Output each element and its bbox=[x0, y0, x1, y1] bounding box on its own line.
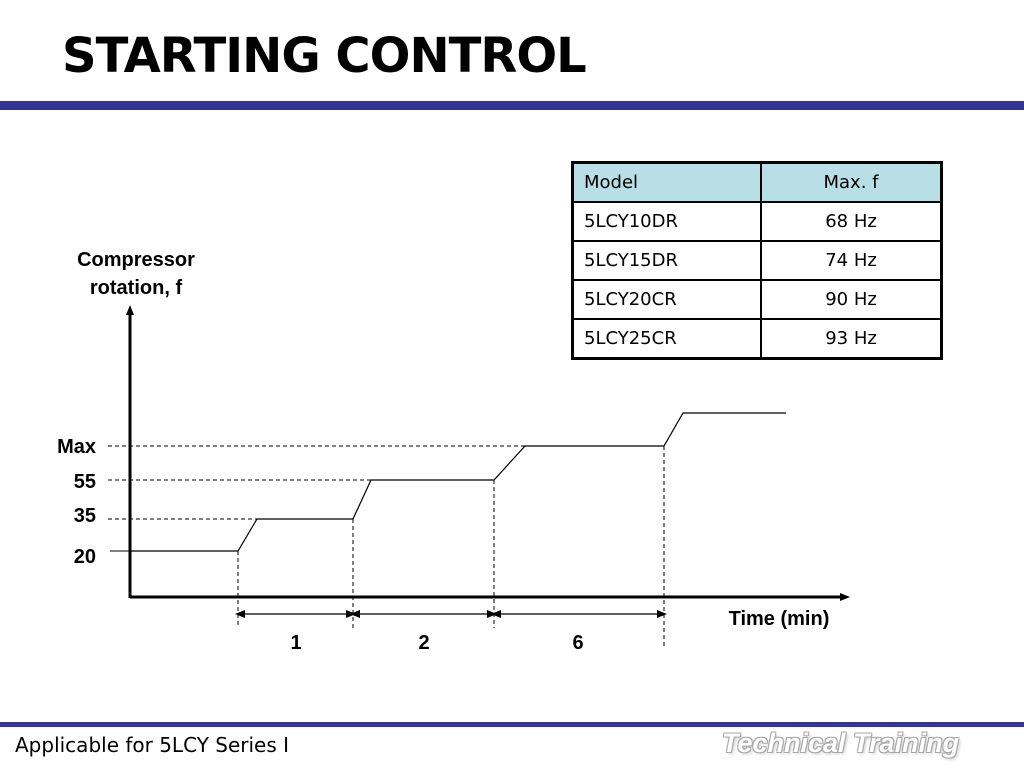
y-axis-label-line2: rotation, f bbox=[90, 277, 183, 299]
x-axis-label: Time (min) bbox=[729, 608, 830, 630]
max-f-cell: 74 Hz bbox=[760, 240, 943, 281]
model-cell: 5LCY10DR bbox=[571, 201, 762, 242]
level-label-55: 55 bbox=[74, 471, 96, 493]
table-row: 5LCY25CR 93 Hz bbox=[571, 318, 943, 360]
interval-label-3: 6 bbox=[572, 632, 583, 654]
y-axis-label-line1: Compressor bbox=[77, 249, 195, 271]
table-header-row: Model Max. f bbox=[571, 161, 943, 203]
model-cell: 5LCY20CR bbox=[571, 279, 762, 320]
interval-label-1: 1 bbox=[290, 632, 301, 654]
table-row: 5LCY10DR 68 Hz bbox=[571, 201, 943, 242]
footer-brand-logo: Technical Training bbox=[722, 728, 960, 758]
page-title: STARTING CONTROL bbox=[62, 28, 587, 84]
level-label-max: Max bbox=[57, 436, 96, 458]
footer-divider bbox=[0, 722, 1024, 727]
max-f-cell: 90 Hz bbox=[760, 279, 943, 320]
level-label-35: 35 bbox=[74, 505, 96, 527]
title-divider bbox=[0, 101, 1024, 110]
max-f-cell: 93 Hz bbox=[760, 318, 943, 360]
footer-applicability-note: Applicable for 5LCY Series I bbox=[15, 733, 290, 757]
table-row: 5LCY20CR 90 Hz bbox=[571, 279, 943, 320]
header-max-f: Max. f bbox=[760, 161, 943, 203]
header-model: Model bbox=[571, 161, 762, 203]
model-max-frequency-table: Model Max. f 5LCY10DR 68 Hz 5LCY15DR 74 … bbox=[571, 161, 943, 360]
interval-label-2: 2 bbox=[418, 632, 429, 654]
max-f-cell: 68 Hz bbox=[760, 201, 943, 242]
frequency-profile-line bbox=[130, 412, 786, 552]
model-cell: 5LCY25CR bbox=[571, 318, 762, 360]
model-cell: 5LCY15DR bbox=[571, 240, 762, 281]
level-label-20: 20 bbox=[74, 546, 96, 568]
table-row: 5LCY15DR 74 Hz bbox=[571, 240, 943, 281]
